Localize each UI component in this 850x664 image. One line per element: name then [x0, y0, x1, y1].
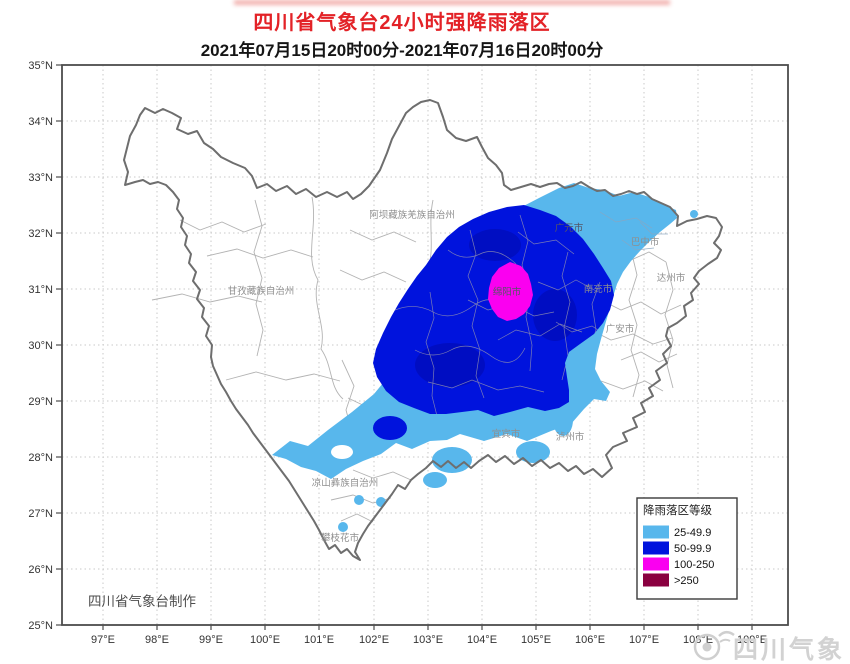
x-tick: 101°E	[304, 634, 334, 646]
rain-area-100-250	[488, 262, 533, 321]
legend-swatch-gt-250	[643, 573, 669, 587]
y-tick: 35°N	[28, 60, 53, 72]
x-tick: 107°E	[629, 634, 659, 646]
rain-patch-25-49-luzhou	[516, 441, 550, 463]
x-tick: 106°E	[575, 634, 605, 646]
rain-patch-25-49-yibin	[432, 447, 472, 473]
map-label-yibin: 宜宾市	[492, 428, 521, 440]
y-tick: 31°N	[28, 284, 53, 296]
province-outline	[123, 99, 723, 561]
map-label-liangshan: 凉山彝族自治州	[312, 477, 379, 489]
map-label-guangan: 广安市	[606, 323, 635, 335]
map-label-ganzi: 甘孜藏族自治州	[228, 285, 295, 297]
watermark-text: 四川气象	[733, 635, 845, 664]
x-tick: 103°E	[413, 634, 443, 646]
x-tick: 100°E	[250, 634, 280, 646]
legend-label-50-99: 50-99.9	[674, 543, 711, 555]
valid-time-range: 2021年07月15日20时00分-2021年07月16日20时00分	[200, 41, 604, 60]
rain-hole-white	[331, 445, 353, 459]
x-tick: 98°E	[145, 634, 169, 646]
rain-patch-25-49-south1	[553, 404, 573, 436]
x-tick: 99°E	[199, 634, 223, 646]
x-tick: 109°E	[737, 634, 767, 646]
legend-swatch-50-99	[643, 541, 669, 555]
y-axis-labels: 35°N 34°N 33°N 32°N 31°N 30°N 29°N 28°N …	[28, 60, 53, 632]
x-tick: 104°E	[467, 634, 497, 646]
legend: 降雨落区等级 25-49.9 50-99.9 100-250 >250	[636, 497, 738, 600]
y-tick: 27°N	[28, 508, 53, 520]
legend-label-gt-250: >250	[674, 575, 699, 587]
y-tick: 30°N	[28, 340, 53, 352]
rain-dot-25-49-d	[690, 210, 698, 218]
map-label-nanchong: 南充市	[584, 283, 613, 295]
legend-label-25-49: 25-49.9	[674, 527, 711, 539]
axis-tick-marks	[56, 64, 753, 630]
y-tick: 32°N	[28, 228, 53, 240]
map-label-mianyang: 绵阳市	[493, 286, 522, 298]
legend-label-100-250: 100-250	[674, 559, 714, 571]
x-tick: 105°E	[521, 634, 551, 646]
y-tick: 33°N	[28, 172, 53, 184]
county-lines-over-light-rain	[599, 211, 668, 251]
producer-credit: 四川省气象台制作	[88, 594, 196, 609]
map-label-aba: 阿坝藏族羌族自治州	[369, 209, 455, 221]
x-tick: 102°E	[359, 634, 389, 646]
map-label-dazhou: 达州市	[657, 272, 686, 284]
y-tick: 29°N	[28, 396, 53, 408]
y-tick: 34°N	[28, 116, 53, 128]
map-label-luzhou: 泸州市	[556, 431, 585, 443]
x-tick: 97°E	[91, 634, 115, 646]
rain-patch-25-49-south2	[423, 472, 447, 488]
y-tick: 25°N	[28, 620, 53, 632]
x-axis-labels: 97°E 98°E 99°E 100°E 101°E 102°E 103°E 1…	[91, 634, 767, 646]
map-label-guangyuan: 广元市	[555, 222, 584, 234]
map-label-panzhihua: 攀枝花市	[321, 532, 360, 544]
rain-area-50-99-isolated	[373, 416, 407, 440]
y-tick: 28°N	[28, 452, 53, 464]
map-label-bazhong: 巴中市	[631, 236, 660, 248]
legend-swatch-100-250	[643, 557, 669, 571]
rain-dot-25-49-a	[354, 495, 364, 505]
y-tick: 26°N	[28, 564, 53, 576]
weibo-logo-icon	[693, 631, 735, 661]
rain-dot-25-49-c	[338, 522, 348, 532]
legend-swatch-25-49	[643, 525, 669, 539]
map-label-layer: 阿坝藏族羌族自治州 甘孜藏族自治州 凉山彝族自治州 攀枝花市 巴中市 达州市 南…	[228, 209, 686, 544]
legend-title: 降雨落区等级	[643, 503, 712, 517]
watermark: 四川气象	[693, 631, 845, 664]
page-title: 四川省气象台24小时强降雨落区	[253, 12, 551, 34]
cropped-red-text-artifact	[234, 0, 670, 5]
